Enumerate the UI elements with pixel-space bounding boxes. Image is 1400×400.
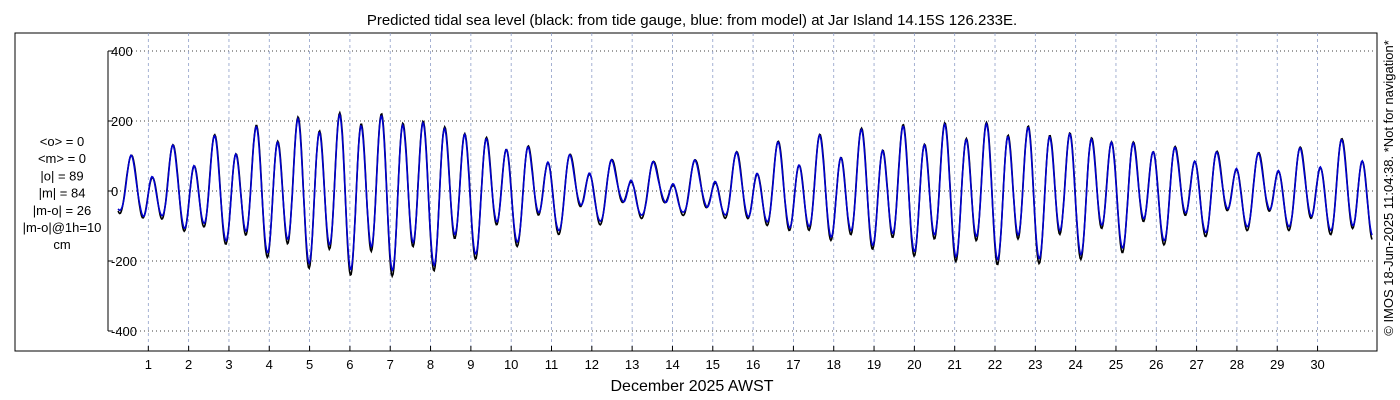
stat-line: cm	[53, 237, 70, 252]
stat-line: |m-o|@1h=10	[23, 220, 102, 235]
stat-line: |o| = 89	[40, 168, 83, 183]
x-tick-label: 3	[225, 357, 232, 372]
series-line-tide-gauge	[117, 110, 1373, 279]
y-tick-label: 0	[111, 184, 118, 199]
x-axis-label: December 2025 AWST	[610, 378, 773, 395]
x-tick-label: 17	[786, 357, 800, 372]
y-tick-label: 400	[111, 44, 133, 59]
stat-line: |m-o| = 26	[33, 203, 91, 218]
x-tick-label: 12	[585, 357, 599, 372]
x-tick-label: 10	[504, 357, 518, 372]
x-tick-label: 8	[427, 357, 434, 372]
x-tick-label: 26	[1149, 357, 1163, 372]
credit-text: © IMOS 18-Jun-2025 11:04:38. *Not for na…	[1381, 40, 1396, 336]
y-tick-label: -400	[111, 324, 137, 339]
y-tick-label: 200	[111, 114, 133, 129]
x-tick-label: 23	[1028, 357, 1042, 372]
y-axis: -400 -200 0 200 400	[107, 44, 137, 339]
x-tick-label: 16	[746, 357, 760, 372]
x-tick-label: 5	[306, 357, 313, 372]
x-tick-label: 11	[545, 357, 559, 372]
x-tick-label: 19	[867, 357, 881, 372]
x-tick-label: 22	[988, 357, 1002, 372]
x-tick-label: 2	[185, 357, 192, 372]
x-tick-label: 30	[1310, 357, 1324, 372]
x-tick-label: 13	[625, 357, 639, 372]
x-tick-label: 15	[706, 357, 720, 372]
x-tick-label: 24	[1068, 357, 1082, 372]
x-tick-label: 25	[1109, 357, 1123, 372]
x-tick-label: 4	[266, 357, 273, 372]
x-tick-label: 14	[665, 357, 679, 372]
y-tick-label: -200	[111, 254, 137, 269]
grid	[108, 33, 1374, 351]
stat-line: <o> = 0	[40, 134, 84, 149]
x-tick-label: 27	[1189, 357, 1203, 372]
chart-title: Predicted tidal sea level (black: from t…	[367, 12, 1017, 29]
stat-line: <m> = 0	[38, 151, 86, 166]
series-line-model	[117, 112, 1373, 272]
series-lines	[117, 110, 1373, 279]
stat-line: |m| = 84	[39, 186, 86, 201]
x-tick-label: 21	[947, 357, 961, 372]
x-tick-label: 1	[145, 357, 152, 372]
x-tick-label: 29	[1270, 357, 1284, 372]
x-tick-label: 7	[387, 357, 394, 372]
x-tick-label: 28	[1230, 357, 1244, 372]
x-axis-ticks: 1 2 3 4 5 6 7 8 9 10 11 12 13 14 15 16 17 18 19 20 21 22 23 24 2…	[145, 346, 1325, 372]
x-tick-label: 9	[467, 357, 474, 372]
x-tick-label: 6	[346, 357, 353, 372]
x-tick-label: 20	[907, 357, 921, 372]
plot-frame	[14, 32, 1378, 352]
statistics-panel: <o> = 0 <m> = 0 |o| = 89 |m| = 84 |m-o| = 26…	[23, 134, 102, 252]
x-tick-label: 18	[826, 357, 840, 372]
